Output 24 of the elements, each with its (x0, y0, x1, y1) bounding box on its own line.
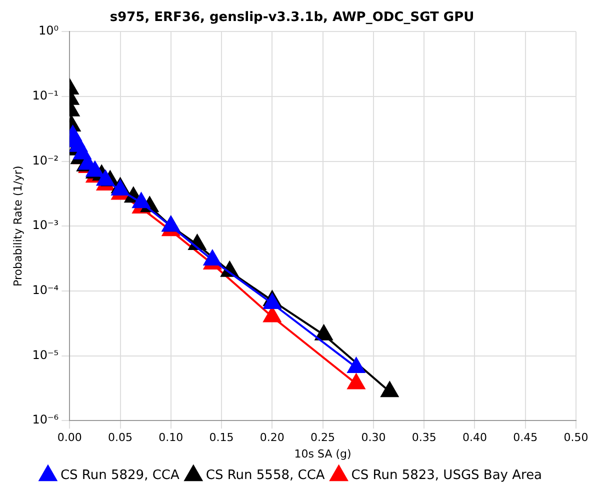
y-tick-label: 10⁻² (32, 153, 59, 168)
x-tick-label: 0.40 (462, 431, 487, 444)
y-tick-label: 10⁻³ (32, 218, 59, 232)
x-axis-title: 10s SA (g) (294, 447, 352, 460)
x-tick-label: 0.45 (513, 431, 538, 444)
x-tick-label: 0.00 (57, 431, 82, 444)
y-tick-label: 10⁻⁴ (32, 283, 59, 298)
y-axis-title: Probability Rate (1/yr) (11, 166, 24, 286)
x-tick-label: 0.05 (108, 431, 133, 444)
y-tick-label: 10⁰ (38, 24, 59, 38)
x-tick-label: 0.35 (412, 431, 436, 444)
x-tick-label: 0.15 (209, 431, 234, 444)
legend-label: CS Run 5829, CCA (60, 468, 180, 483)
x-tick-label: 0.25 (310, 431, 336, 444)
legend-label: CS Run 5558, CCA (206, 468, 325, 483)
y-tick-label: 10⁻⁶ (32, 412, 59, 427)
x-tick-label: 0.10 (158, 431, 184, 444)
x-tick-label: 0.20 (260, 431, 284, 444)
chart-title: s975, ERF36, genslip-v3.3.1b, AWP_ODC_SGT GPU (110, 10, 474, 26)
y-tick-label: 10⁻⁵ (32, 348, 59, 362)
x-tick-label: 0.30 (361, 431, 386, 444)
x-tick-label: 0.50 (564, 431, 588, 444)
legend-label: CS Run 5823, USGS Bay Area (351, 468, 542, 483)
y-tick-label: 10⁻¹ (32, 88, 59, 103)
